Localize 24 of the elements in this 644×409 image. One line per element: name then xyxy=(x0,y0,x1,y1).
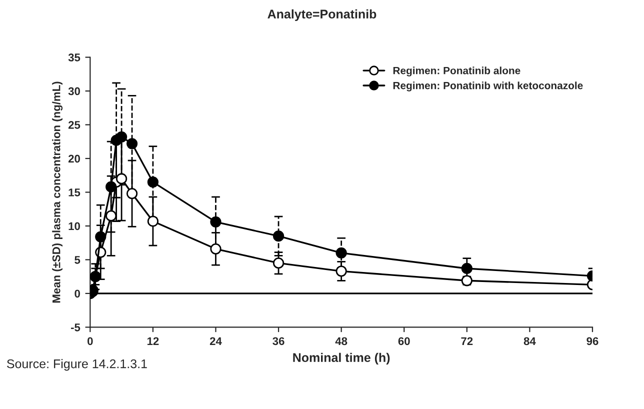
x-tick-label: 84 xyxy=(524,337,536,346)
source-note: Source: Figure 14.2.1.3.1 xyxy=(7,359,147,371)
y-tick-label: 15 xyxy=(68,188,80,196)
x-tick-label: 72 xyxy=(461,337,473,345)
x-tick-label: 24 xyxy=(210,337,222,345)
legend-label: Regimen: Ponatinib with ketoconazole xyxy=(393,82,583,92)
y-tick-label: 5 xyxy=(74,256,80,264)
x-tick-label: 36 xyxy=(272,337,284,346)
y-tick-label: 20 xyxy=(68,154,80,163)
y-tick-label: 25 xyxy=(68,121,80,129)
y-tick-label: 0 xyxy=(74,290,80,298)
y-tick-label: 10 xyxy=(68,222,80,230)
x-tick-label: 0 xyxy=(88,337,93,346)
x-axis-title: Nominal time (h) xyxy=(293,352,390,364)
x-tick-label: 48 xyxy=(335,337,348,346)
chart-title: Analyte=Ponatinib xyxy=(268,9,376,21)
x-tick-label: 12 xyxy=(147,337,159,345)
x-tick-label: 60 xyxy=(398,337,410,346)
y-tick-label: -5 xyxy=(70,324,80,332)
legend-label: Regimen: Ponatinib alone xyxy=(393,66,520,76)
x-tick-label: 96 xyxy=(586,337,598,346)
y-tick-label: 30 xyxy=(68,87,80,96)
y-axis-title: Mean (±SD) plasma concentration (ng/mL) xyxy=(52,82,63,303)
y-tick-label: 35 xyxy=(68,54,80,62)
